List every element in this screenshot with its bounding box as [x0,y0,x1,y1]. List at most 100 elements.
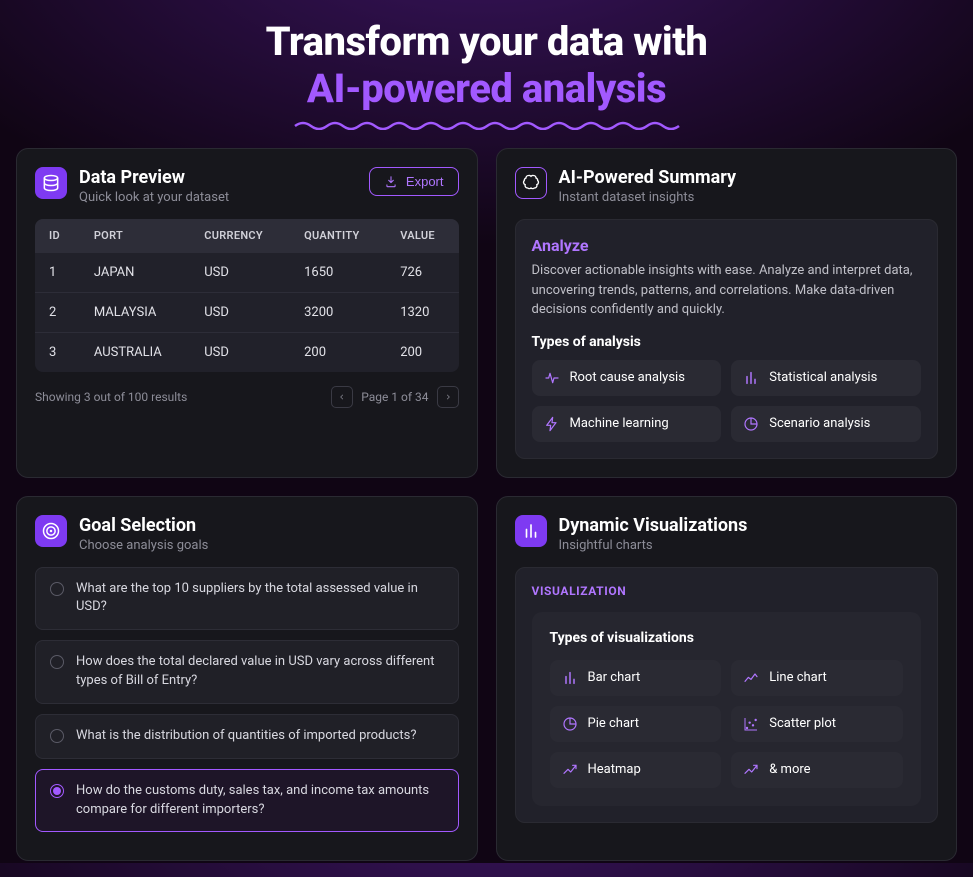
line-icon [743,670,759,686]
viz-type-chip[interactable]: Scatter plot [731,706,903,742]
table-cell: 200 [386,333,458,373]
goal-selection-card: Goal Selection Choose analysis goals Wha… [16,496,478,862]
analysis-type-chip[interactable]: Scenario analysis [731,406,921,442]
viz-section-label: VISUALIZATION [532,584,922,598]
chip-label: Heatmap [588,762,641,777]
table-cell: 1650 [290,253,386,293]
goal-text: What is the distribution of quantities o… [76,727,416,746]
col-header: QUANTITY [290,219,386,253]
viz-subtitle: Insightful charts [559,538,748,553]
page-next-button[interactable] [437,386,459,408]
viz-types-heading: Types of visualizations [550,630,904,646]
bars-icon [743,370,759,386]
table-cell: AUSTRALIA [80,333,190,373]
chevron-right-icon [444,391,452,403]
export-label: Export [406,174,444,189]
analysis-types-heading: Types of analysis [532,334,922,350]
radio-icon [50,784,64,798]
goal-option[interactable]: How do the customs duty, sales tax, and … [35,769,459,833]
underline-squiggle [293,118,681,130]
viz-type-chip[interactable]: Line chart [731,660,903,696]
viz-type-chip[interactable]: Pie chart [550,706,722,742]
analysis-type-chip[interactable]: Machine learning [532,406,722,442]
viz-type-chip[interactable]: Heatmap [550,752,722,788]
table-cell: JAPAN [80,253,190,293]
analysis-type-chip[interactable]: Root cause analysis [532,360,722,396]
goal-text: How do the customs duty, sales tax, and … [76,782,444,820]
results-count: Showing 3 out of 100 results [35,390,187,404]
table-cell: USD [190,253,290,293]
page-indicator: Page 1 of 34 [361,390,428,404]
database-icon [35,167,67,199]
viz-type-chip[interactable]: & more [731,752,903,788]
download-icon [384,175,398,189]
viz-subcard: VISUALIZATION Types of visualizations Ba… [515,567,939,823]
hero-line2: AI-powered analysis [307,65,666,112]
col-header: PORT [80,219,190,253]
page-prev-button[interactable] [331,386,353,408]
table-cell: 1320 [386,293,458,333]
viz-title: Dynamic Visualizations [559,515,748,536]
col-header: CURRENCY [190,219,290,253]
chevron-left-icon [338,391,346,403]
chip-label: Scenario analysis [769,416,870,431]
pie-icon [562,716,578,732]
pulse-icon [544,370,560,386]
table-cell: USD [190,293,290,333]
goal-option[interactable]: How does the total declared value in USD… [35,640,459,704]
brain-icon [515,167,547,199]
preview-subtitle: Quick look at your dataset [79,190,229,205]
bars-icon [562,670,578,686]
table-row: 2MALAYSIAUSD32001320 [35,293,459,333]
chip-label: Bar chart [588,670,641,685]
summary-title: AI-Powered Summary [559,167,737,188]
table-cell: USD [190,333,290,373]
pie-icon [743,416,759,432]
goal-text: What are the top 10 suppliers by the tot… [76,580,444,618]
hero-title: Transform your data with AI-powered anal… [0,18,973,112]
preview-title: Data Preview [79,167,229,188]
table-cell: 3200 [290,293,386,333]
chip-label: Line chart [769,670,826,685]
hero-line1: Transform your data with [266,18,708,65]
goals-title: Goal Selection [79,515,208,536]
scatter-icon [743,716,759,732]
goal-option[interactable]: What is the distribution of quantities o… [35,714,459,759]
analyze-body: Discover actionable insights with ease. … [532,261,922,320]
trend-icon [743,762,759,778]
table-cell: MALAYSIA [80,293,190,333]
target-icon [35,515,67,547]
radio-icon [50,582,64,596]
radio-icon [50,729,64,743]
chip-label: & more [769,762,810,777]
analyze-heading: Analyze [532,236,922,255]
export-button[interactable]: Export [369,167,459,196]
analyze-subcard: Analyze Discover actionable insights wit… [515,219,939,459]
preview-table: IDPORTCURRENCYQUANTITYVALUE 1JAPANUSD165… [35,219,459,372]
visualizations-card: Dynamic Visualizations Insightful charts… [496,496,958,862]
goal-text: How does the total declared value in USD… [76,653,444,691]
data-preview-card: Data Preview Quick look at your dataset … [16,148,478,478]
chip-label: Machine learning [570,416,669,431]
analysis-type-chip[interactable]: Statistical analysis [731,360,921,396]
table-cell: 726 [386,253,458,293]
goals-subtitle: Choose analysis goals [79,538,208,553]
bars-icon [515,515,547,547]
table-cell: 2 [35,293,80,333]
radio-icon [50,655,64,669]
chip-label: Statistical analysis [769,370,877,385]
col-header: VALUE [386,219,458,253]
summary-subtitle: Instant dataset insights [559,190,737,205]
trend-icon [562,762,578,778]
viz-type-chip[interactable]: Bar chart [550,660,722,696]
col-header: ID [35,219,80,253]
bolt-icon [544,416,560,432]
chip-label: Root cause analysis [570,370,685,385]
table-cell: 1 [35,253,80,293]
goal-option[interactable]: What are the top 10 suppliers by the tot… [35,567,459,631]
table-row: 1JAPANUSD1650726 [35,253,459,293]
table-row: 3AUSTRALIAUSD200200 [35,333,459,373]
chip-label: Pie chart [588,716,640,731]
table-cell: 200 [290,333,386,373]
table-cell: 3 [35,333,80,373]
